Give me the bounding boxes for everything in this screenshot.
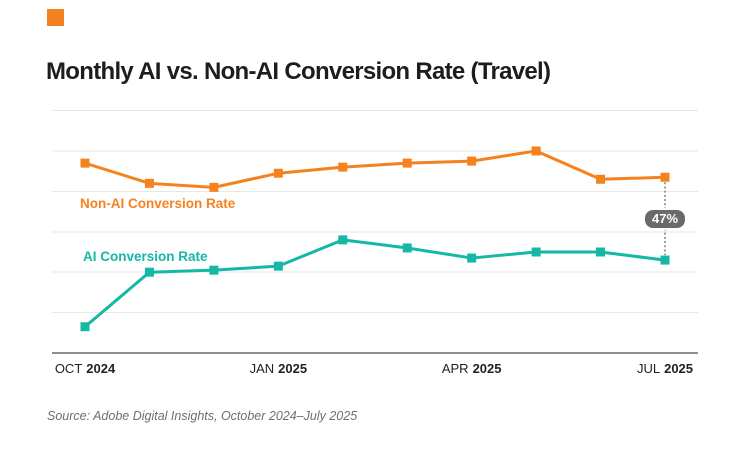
x-axis-month: APR: [441, 361, 469, 376]
brand-logo: [47, 9, 64, 26]
x-axis-label-jul-2025: JUL 2025: [637, 361, 693, 376]
series-label-ai: AI Conversion Rate: [83, 249, 208, 264]
x-axis-year: 2025: [278, 361, 308, 376]
data-point-marker: [660, 172, 670, 182]
series-line: [84, 238, 666, 328]
data-point-marker: [660, 255, 670, 265]
data-point-marker: [80, 158, 90, 168]
data-point-marker: [531, 247, 541, 257]
data-point-marker: [596, 174, 606, 184]
gridlines: [52, 110, 698, 354]
data-point-marker: [402, 243, 412, 253]
x-axis-year: 2025: [472, 361, 502, 376]
data-point-marker: [80, 322, 90, 332]
data-point-marker: [144, 178, 154, 188]
data-point-marker: [531, 146, 541, 156]
data-point-marker: [467, 253, 477, 263]
x-axis-month: JUL: [636, 361, 661, 376]
data-point-marker: [209, 265, 219, 275]
x-axis-year: 2024: [86, 361, 116, 376]
x-axis-year: 2025: [664, 361, 694, 376]
series-label-non-ai: Non-AI Conversion Rate: [80, 196, 236, 211]
x-axis-label-jan-2025: JAN 2025: [250, 361, 307, 376]
data-point-marker: [273, 261, 283, 271]
x-axis-label-oct-2024: OCT 2024: [55, 361, 115, 376]
data-point-marker: [209, 182, 219, 192]
data-point-marker: [467, 156, 477, 166]
data-point-marker: [338, 162, 348, 172]
source-caption: Source: Adobe Digital Insights, October …: [47, 409, 358, 423]
x-axis-month: OCT: [54, 361, 83, 376]
data-point-marker: [402, 158, 412, 168]
x-axis-label-apr-2025: APR 2025: [442, 361, 502, 376]
data-point-marker: [338, 235, 348, 245]
data-point-marker: [596, 247, 606, 257]
annotation-badge: 47%: [644, 209, 686, 228]
data-point-marker: [273, 168, 283, 178]
series-line: [84, 149, 666, 189]
x-axis-month: JAN: [249, 361, 275, 376]
data-point-marker: [144, 267, 154, 277]
series-ai: [80, 235, 670, 332]
series-non-ai: [80, 146, 670, 192]
chart-title: Monthly AI vs. Non-AI Conversion Rate (T…: [46, 58, 551, 86]
